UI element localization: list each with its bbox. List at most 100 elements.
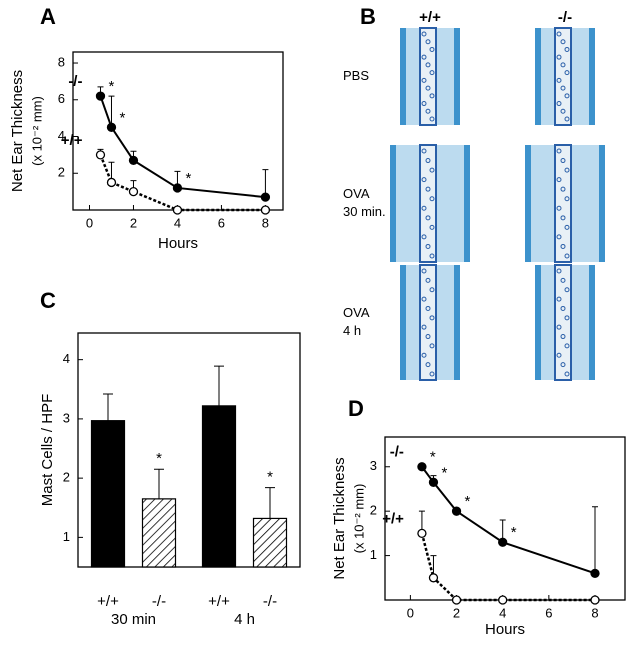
x-tick-label: 4 (174, 215, 181, 230)
micrograph (535, 264, 595, 381)
cell (425, 215, 431, 221)
bar (141, 498, 177, 568)
error-bar (265, 487, 275, 519)
cell (425, 243, 431, 249)
cell (564, 224, 570, 230)
significance: * (185, 170, 191, 187)
x-tick-label: 0 (86, 215, 93, 230)
cell (425, 39, 431, 45)
series-label: -/- (152, 593, 166, 610)
cell (429, 46, 435, 52)
y-tick-label: 1 (370, 547, 377, 562)
cell (429, 93, 435, 99)
x-tick-label: 6 (545, 605, 552, 620)
micrograph (390, 144, 470, 263)
x-tick-label: 8 (591, 605, 598, 620)
cell (560, 305, 566, 311)
series-label: +/+ (97, 593, 119, 610)
cell (560, 243, 566, 249)
plot-frame (77, 332, 301, 568)
cell (560, 362, 566, 368)
cell (425, 362, 431, 368)
micrograph (535, 27, 595, 126)
cell (564, 70, 570, 76)
cell (564, 371, 570, 377)
cell (425, 334, 431, 340)
tissue-edge (464, 145, 470, 262)
cell (421, 268, 427, 274)
y-tick-label: 2 (63, 470, 70, 485)
y-tick-label: 6 (58, 91, 65, 106)
data-point (260, 192, 271, 202)
error-bar (108, 95, 115, 128)
cell (556, 101, 562, 107)
cell (429, 371, 435, 377)
cell (429, 167, 435, 173)
cell (425, 277, 431, 283)
cartilage (554, 144, 572, 263)
cell (560, 215, 566, 221)
cell (560, 39, 566, 45)
cell (564, 196, 570, 202)
row-label: OVA (343, 186, 370, 201)
y-axis-unit: (x 10⁻² mm) (29, 96, 44, 166)
cartilage (554, 264, 572, 381)
series-label: +/+ (382, 510, 404, 527)
cell (560, 108, 566, 114)
cell (421, 177, 427, 183)
series-label: -/- (68, 73, 82, 90)
bar (90, 420, 126, 568)
cell (556, 31, 562, 37)
cell (425, 62, 431, 68)
tissue-edge (454, 265, 460, 380)
series-label: -/- (263, 593, 277, 610)
data-point (451, 595, 462, 605)
data-point (106, 177, 117, 188)
y-tick-label: 4 (58, 128, 65, 143)
significance: * (108, 78, 114, 95)
cell (556, 205, 562, 211)
cartilage (419, 264, 437, 381)
cartilage (554, 27, 572, 126)
cell (564, 343, 570, 349)
x-tick-label: 6 (218, 215, 225, 230)
cell (556, 77, 562, 83)
data-point (451, 506, 462, 516)
significance: * (430, 449, 436, 466)
cartilage (419, 144, 437, 263)
x-axis-label: Hours (158, 235, 198, 252)
series-line (421, 466, 596, 575)
error-bar (214, 365, 224, 406)
tissue-edge (535, 265, 541, 380)
cell (429, 70, 435, 76)
y-tick-label: 3 (370, 458, 377, 473)
x-tick-label: 30 min (111, 611, 156, 628)
cell (564, 287, 570, 293)
series-label: +/+ (61, 132, 83, 149)
micrograph (525, 144, 605, 263)
micrograph (400, 27, 460, 126)
plot-frame (384, 436, 626, 601)
y-tick-label: 2 (370, 503, 377, 518)
y-tick-label: 3 (63, 410, 70, 425)
cell (429, 224, 435, 230)
micrograph (400, 264, 460, 381)
significance: * (267, 469, 273, 486)
cell (564, 116, 570, 122)
data-point (106, 122, 117, 132)
cell (564, 46, 570, 52)
cell (421, 148, 427, 154)
tissue-edge (400, 265, 406, 380)
cell (560, 277, 566, 283)
cell (421, 77, 427, 83)
data-point (498, 595, 508, 605)
cell (556, 54, 562, 60)
tissue-edge (599, 145, 605, 262)
column-label: -/- (558, 9, 572, 26)
cell (421, 54, 427, 60)
cartilage (419, 27, 437, 126)
data-point (95, 91, 106, 101)
cell (564, 315, 570, 321)
data-point (172, 183, 183, 193)
